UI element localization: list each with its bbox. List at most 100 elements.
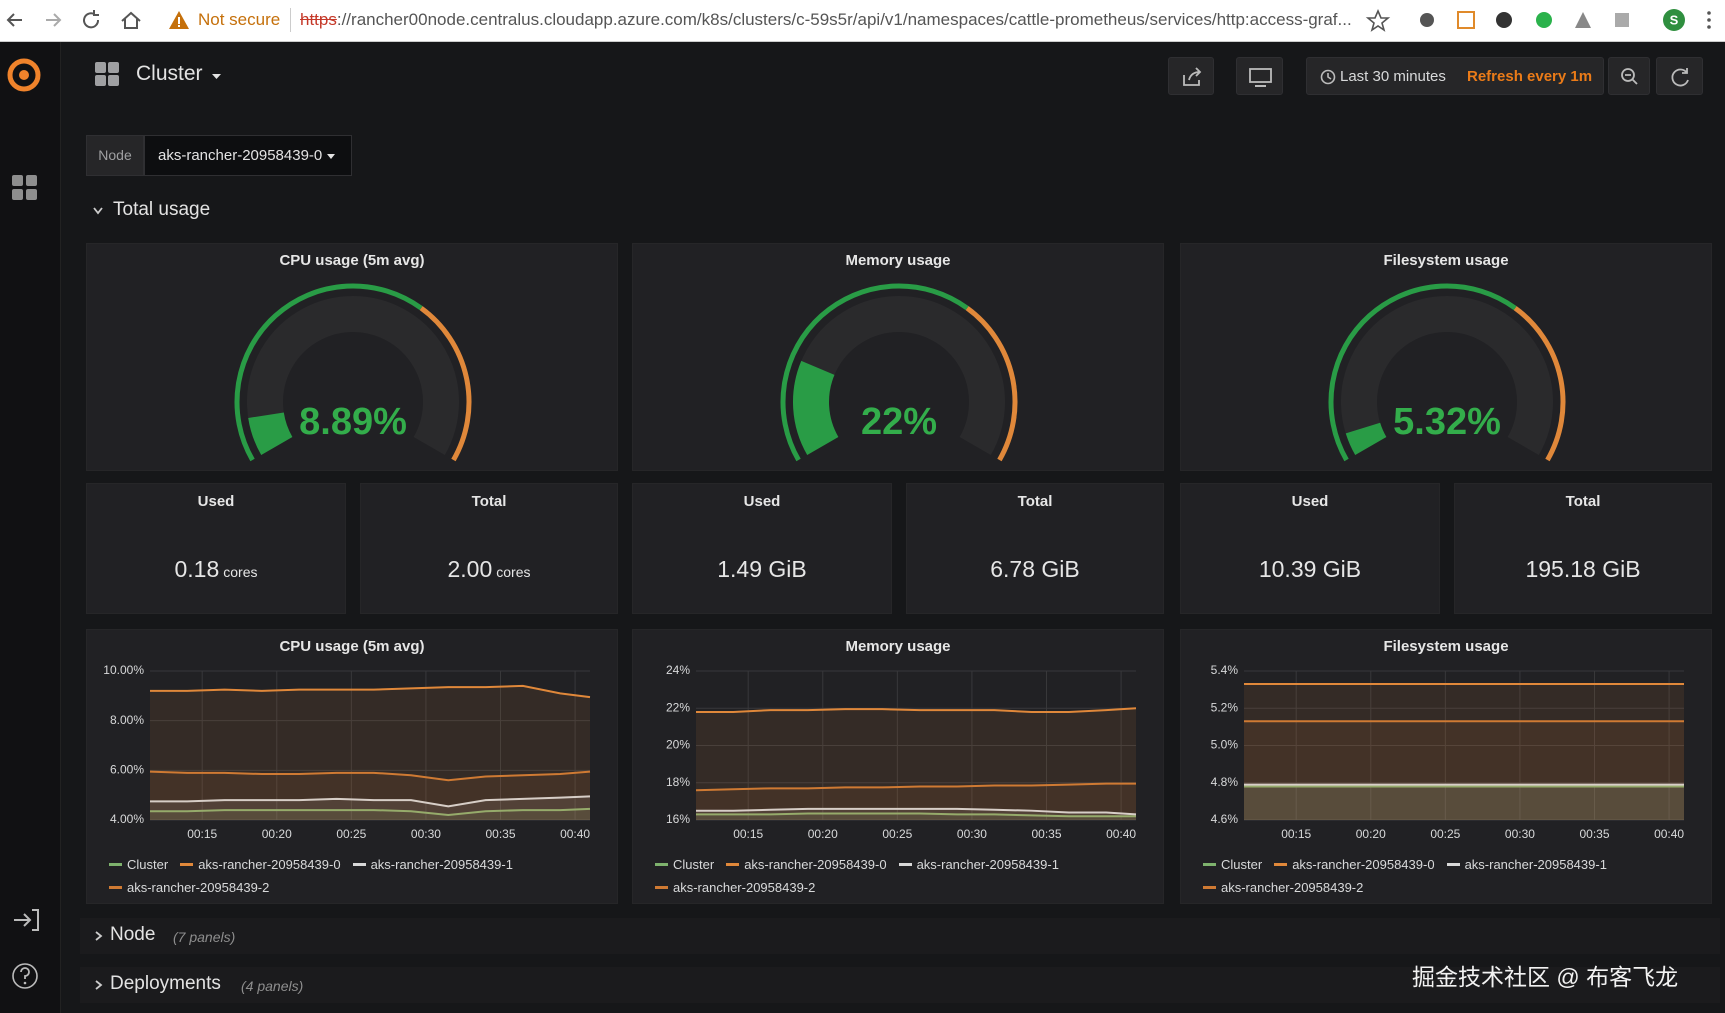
gauge-track bbox=[1341, 296, 1553, 455]
threshold-warn bbox=[1513, 306, 1566, 462]
legend-label: aks-rancher-20958439-1 bbox=[1464, 857, 1607, 872]
stat-panel: Total 6.78 GiB bbox=[906, 483, 1164, 614]
variable-select[interactable]: aks-rancher-20958439-0 bbox=[144, 135, 352, 176]
dashboard-icon bbox=[95, 62, 119, 86]
dashboards-icon[interactable] bbox=[12, 175, 37, 200]
reload-icon[interactable] bbox=[83, 10, 100, 29]
ext-icon[interactable] bbox=[1457, 11, 1475, 29]
ext-icon[interactable] bbox=[1536, 12, 1552, 28]
ext-icon[interactable] bbox=[1496, 12, 1512, 28]
tv-button[interactable] bbox=[1236, 57, 1283, 95]
threshold-warn bbox=[419, 306, 472, 462]
gauge-label: 8.89% bbox=[299, 401, 407, 443]
legend-item[interactable]: aks-rancher-20958439-0 bbox=[180, 853, 341, 876]
ext-icon[interactable] bbox=[1615, 13, 1629, 27]
x-tick-label: 00:40 bbox=[560, 827, 590, 841]
legend-item[interactable]: Cluster bbox=[1203, 853, 1262, 876]
graph-panel: Memory usage 16% 18% 20% 22% 24% 00:15 00:20 00:… bbox=[632, 629, 1164, 904]
star-icon[interactable] bbox=[1365, 8, 1391, 32]
graph: 4.00% 6.00% 8.00% 10.00% 00:15 00:20 00:25 00:3… bbox=[103, 663, 591, 841]
x-tick-label: 00:15 bbox=[1281, 827, 1311, 841]
legend-label: aks-rancher-20958439-0 bbox=[1292, 857, 1435, 872]
legend-swatch bbox=[655, 863, 668, 866]
gauge-value bbox=[1345, 422, 1387, 455]
x-tick-label: 00:25 bbox=[882, 827, 912, 841]
time-picker[interactable]: Last 30 minutes Refresh every 1m bbox=[1306, 57, 1604, 95]
legend-label: Cluster bbox=[1221, 857, 1263, 872]
series-line bbox=[696, 812, 1136, 818]
stat-unit: cores bbox=[223, 564, 258, 580]
divider bbox=[290, 8, 291, 32]
stat-panel: Total 2.00 cores bbox=[360, 483, 618, 614]
row-collapsed[interactable]: Node (7 panels) bbox=[80, 918, 1720, 954]
url[interactable]: https://rancher00node.centralus.cloudapp… bbox=[300, 10, 1352, 30]
stat-number: 0.18 bbox=[174, 556, 220, 582]
gauge: 8.89% bbox=[234, 283, 472, 462]
ext-icon[interactable] bbox=[1575, 12, 1591, 28]
x-tick-label: 00:35 bbox=[485, 827, 515, 841]
legend-item[interactable]: aks-rancher-20958439-2 bbox=[109, 876, 269, 899]
legend-swatch bbox=[109, 886, 122, 889]
threshold-ok bbox=[1328, 283, 1517, 462]
graph-panel: CPU usage (5m avg) 4.00% 6.00% 8.00% 10.00% 0… bbox=[86, 629, 618, 904]
series-area bbox=[150, 685, 590, 820]
row-collapsed[interactable]: Deployments (4 panels) bbox=[80, 967, 1720, 1003]
forward-icon[interactable] bbox=[46, 13, 62, 27]
gauge-label: 5.32% bbox=[1393, 401, 1501, 443]
dashboard-title[interactable]: Cluster bbox=[136, 62, 203, 85]
watermark: 掘金技术社区 @ 布客飞龙 bbox=[1412, 964, 1679, 990]
stat-value: 1.49 GiB bbox=[633, 556, 891, 583]
legend-swatch bbox=[109, 863, 122, 866]
legend-item[interactable]: aks-rancher-20958439-1 bbox=[1446, 853, 1607, 876]
x-tick-label: 00:30 bbox=[957, 827, 987, 841]
series-line bbox=[150, 795, 591, 808]
nav-icons bbox=[6, 10, 141, 29]
ext-icon[interactable] bbox=[1420, 13, 1434, 27]
panel-title: CPU usage (5m avg) bbox=[279, 638, 425, 655]
home-icon[interactable] bbox=[121, 11, 141, 29]
series-area bbox=[1244, 784, 1684, 820]
profile-avatar[interactable] bbox=[1663, 9, 1685, 31]
legend-label: aks-rancher-20958439-2 bbox=[127, 880, 270, 895]
variable-value: aks-rancher-20958439-0 bbox=[158, 147, 323, 164]
series-line bbox=[149, 770, 591, 782]
legend-item[interactable]: Cluster bbox=[109, 853, 168, 876]
stat-value: 0.18 cores bbox=[87, 556, 345, 583]
help-icon[interactable] bbox=[12, 963, 38, 989]
row-chevron bbox=[93, 207, 103, 215]
stat-unit: cores bbox=[496, 564, 531, 580]
zoom-button[interactable] bbox=[1608, 57, 1650, 95]
legend-item[interactable]: aks-rancher-20958439-1 bbox=[352, 853, 513, 876]
grafana-logo[interactable] bbox=[7, 58, 41, 92]
stat-panel: Used 0.18 cores bbox=[86, 483, 346, 614]
series-area bbox=[1244, 684, 1684, 820]
back-icon[interactable] bbox=[6, 13, 22, 27]
share-button[interactable] bbox=[1168, 57, 1214, 95]
legend-item[interactable]: aks-rancher-20958439-0 bbox=[726, 853, 887, 876]
legend-item[interactable]: aks-rancher-20958439-2 bbox=[655, 876, 815, 899]
stat-number: 10.39 GiB bbox=[1258, 556, 1362, 582]
legend-label: aks-rancher-20958439-2 bbox=[1221, 880, 1364, 895]
gauge-label: 22% bbox=[861, 401, 937, 443]
url-rest: ://rancher00node.centralus.cloudapp.azur… bbox=[336, 10, 1352, 29]
y-tick-label: 22% bbox=[666, 700, 690, 714]
legend: Cluster aks-rancher-20958439-0 aks-rancher… bbox=[1203, 853, 1673, 899]
legend: Cluster aks-rancher-20958439-0 aks-rancher… bbox=[109, 853, 579, 899]
refresh-button[interactable] bbox=[1656, 57, 1703, 95]
gauge-value bbox=[793, 360, 839, 455]
panel-title: Used bbox=[743, 493, 781, 510]
panel-title: Total bbox=[1017, 493, 1053, 510]
url-scheme: https bbox=[300, 10, 337, 29]
legend-item[interactable]: aks-rancher-20958439-2 bbox=[1203, 876, 1363, 899]
legend-item[interactable]: Cluster bbox=[655, 853, 714, 876]
legend: Cluster aks-rancher-20958439-0 aks-rancher… bbox=[655, 853, 1125, 899]
row-title[interactable]: Total usage bbox=[113, 199, 211, 220]
legend-item[interactable]: aks-rancher-20958439-1 bbox=[898, 853, 1059, 876]
legend-swatch bbox=[180, 863, 194, 866]
legend-label: aks-rancher-20958439-0 bbox=[198, 857, 341, 872]
legend-item[interactable]: aks-rancher-20958439-0 bbox=[1274, 853, 1435, 876]
sign-in-icon[interactable] bbox=[14, 909, 39, 931]
stat-panel: Used 10.39 GiB bbox=[1180, 483, 1440, 614]
legend-swatch bbox=[1446, 863, 1460, 866]
